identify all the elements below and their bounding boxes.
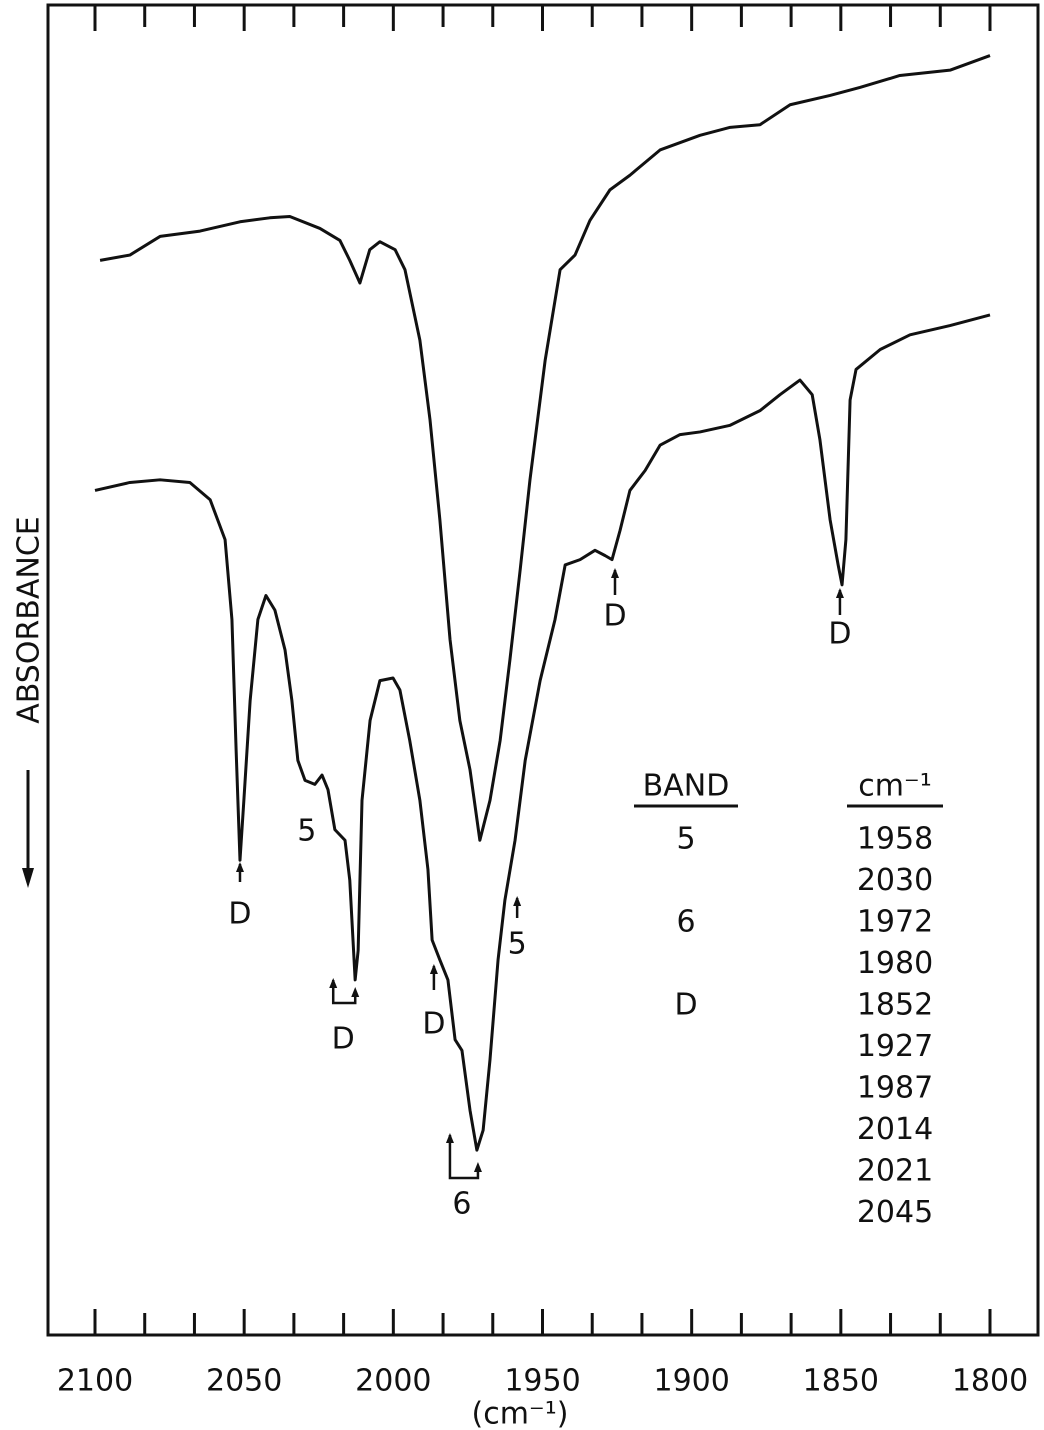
annotation: D (603, 599, 626, 634)
annotation-arrowhead (351, 987, 360, 997)
wavenumber: 1927 (857, 1029, 933, 1064)
annotation-arrowhead (445, 1133, 454, 1143)
annotation: D (422, 1007, 445, 1042)
wavenumber: 2014 (857, 1112, 933, 1147)
wavenumber: 1980 (857, 946, 933, 981)
y-axis-label: ABSORBANCE (12, 516, 47, 724)
band-label: 6 (676, 905, 695, 940)
wavenumber: 2045 (857, 1195, 933, 1230)
annotation-bracket (448, 1135, 480, 1180)
wavenumber: 1852 (857, 988, 933, 1023)
spectrum-line (99, 54, 991, 842)
annotation: D (828, 617, 851, 652)
annotation: 5 (508, 927, 527, 962)
x-tick-label: 1950 (504, 1364, 580, 1399)
x-tick-label: 2100 (57, 1364, 133, 1399)
band-label: 5 (676, 822, 695, 857)
annotation-arrowhead (513, 896, 522, 906)
x-tick-label: 2050 (206, 1364, 282, 1399)
wavenumber: 1987 (857, 1071, 933, 1106)
annotation-arrowhead (235, 862, 244, 872)
spectrum-line (94, 313, 991, 1152)
wavenumber: 1972 (857, 905, 933, 940)
annotation-arrowhead (329, 978, 338, 988)
annotation-arrowhead (473, 1162, 482, 1172)
x-tick-label: 1900 (653, 1364, 729, 1399)
band-label: D (674, 988, 697, 1023)
wavenumber: 2030 (857, 863, 933, 898)
x-tick-label: 2000 (355, 1364, 431, 1399)
table-header: cm⁻¹ (858, 769, 932, 804)
x-axis-label: (cm⁻¹) (472, 1397, 569, 1430)
annotation: 6 (452, 1187, 471, 1222)
annotation: D (332, 1022, 355, 1057)
annotation: D (228, 897, 251, 932)
wavenumber: 2021 (857, 1154, 933, 1189)
annotation: 5 (297, 814, 316, 849)
wavenumber: 1958 (857, 822, 933, 857)
x-tick-label: 1850 (803, 1364, 879, 1399)
annotation-arrowhead (610, 568, 619, 578)
annotation-bracket (331, 980, 357, 1005)
y-axis-arrowhead (22, 868, 34, 888)
annotation-arrowhead (835, 588, 844, 598)
annotation-arrowhead (429, 964, 438, 974)
x-tick-label: 1800 (952, 1364, 1028, 1399)
table-header: BAND (643, 769, 730, 804)
